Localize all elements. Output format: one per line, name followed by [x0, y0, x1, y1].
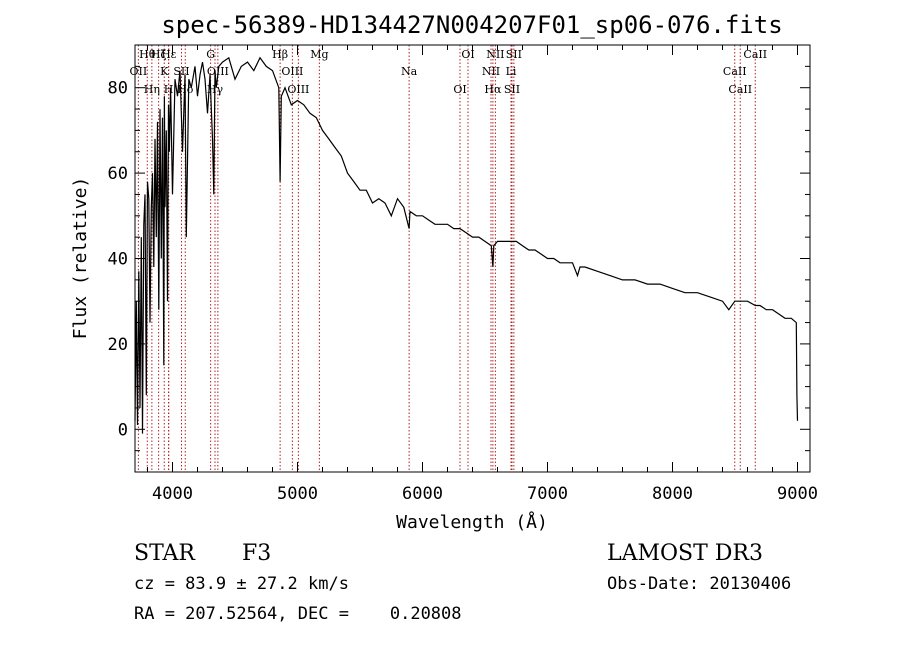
line-label: OIII	[287, 83, 309, 96]
x-tick-label: 6000	[402, 484, 443, 504]
line-label: Hθ	[139, 48, 156, 61]
x-tick-label: 4000	[152, 484, 193, 504]
x-tick-label: 5000	[277, 484, 318, 504]
line-label: H	[164, 83, 174, 96]
line-label: NII	[482, 65, 500, 78]
redshift-cz: cz = 83.9 ± 27.2 km/s	[134, 574, 349, 594]
y-tick-label: 40	[108, 250, 128, 270]
line-label: SII	[173, 65, 189, 78]
chart-title: spec-56389-HD134427N004207F01_sp06-076.f…	[161, 11, 782, 39]
line-label: CaII	[743, 48, 767, 61]
x-axis-ticks: 4000 5000 6000 7000 8000 9000	[147, 45, 818, 504]
y-axis-label: Flux (relative)	[70, 177, 91, 340]
object-class: STAR	[134, 541, 196, 566]
spectral-line-markers	[137, 45, 756, 472]
plot-frame	[134, 44, 811, 473]
y-axis-ticks: 0 20 40 60 80	[108, 44, 810, 473]
line-label: OI	[461, 48, 474, 61]
line-label: Mg	[310, 48, 328, 61]
line-label: OII	[130, 65, 148, 78]
line-label: SII	[504, 83, 520, 96]
line-label: Hβ	[272, 48, 288, 61]
line-label: Hη	[144, 83, 160, 96]
x-tick-label: 8000	[652, 484, 693, 504]
line-label: Hα	[484, 83, 502, 96]
line-label: K	[160, 65, 169, 78]
line-label: Hε	[161, 48, 177, 61]
y-tick-label: 20	[108, 335, 128, 355]
x-tick-label: 7000	[527, 484, 568, 504]
line-label: OIII	[281, 65, 303, 78]
line-label: Li	[506, 65, 517, 78]
y-tick-label: 60	[108, 164, 128, 184]
line-label: CaII	[723, 65, 747, 78]
object-subclass: F3	[242, 541, 271, 566]
x-tick-label: 9000	[777, 484, 818, 504]
line-label: CaII	[728, 83, 752, 96]
survey-name: LAMOST DR3	[607, 541, 763, 566]
line-label: NII	[486, 48, 504, 61]
ra-dec: RA = 207.52564, DEC = 0.20808	[134, 604, 462, 624]
y-tick-label: 0	[118, 420, 128, 440]
line-label: G	[206, 48, 215, 61]
line-label: SII	[506, 48, 522, 61]
spectral-line-labels: HθOIIHηHζKHHεSIIHδGOIIIHγHβOIIIOIIIMgNaO…	[130, 48, 768, 96]
line-label: Hζ	[151, 48, 167, 61]
y-tick-label: 80	[108, 79, 128, 99]
x-axis-label: Wavelength (Å)	[396, 511, 548, 533]
line-label: Na	[401, 65, 418, 78]
line-label: OI	[453, 83, 466, 96]
spectrum-series-line	[134, 56, 799, 434]
obs-date: Obs-Date: 20130406	[607, 574, 791, 594]
